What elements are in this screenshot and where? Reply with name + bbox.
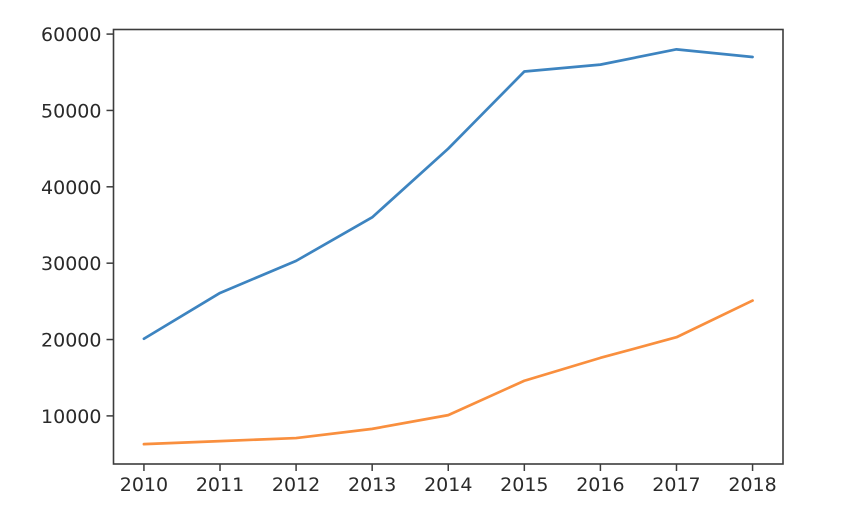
y-tick-label: 30000	[41, 253, 101, 275]
y-tick-label: 60000	[41, 24, 101, 46]
line-series-blue	[142, 48, 754, 341]
x-tick-label: 2015	[500, 474, 548, 496]
x-tick-label: 2012	[272, 474, 320, 496]
y-tick-label: 10000	[41, 406, 101, 428]
y-tick-label: 20000	[41, 330, 101, 352]
x-tick-label: 2014	[424, 474, 472, 496]
x-tick-label: 2018	[728, 474, 776, 496]
y-tick-label: 40000	[41, 177, 101, 199]
plot-area	[112, 28, 784, 465]
x-tick-label: 2010	[120, 474, 168, 496]
x-tick-label: 2013	[348, 474, 396, 496]
line-series-orange	[142, 299, 754, 446]
x-tick-label: 2016	[576, 474, 624, 496]
x-tick-label: 2011	[196, 474, 244, 496]
y-tick-label: 50000	[41, 100, 101, 122]
x-tick-label: 2017	[652, 474, 700, 496]
